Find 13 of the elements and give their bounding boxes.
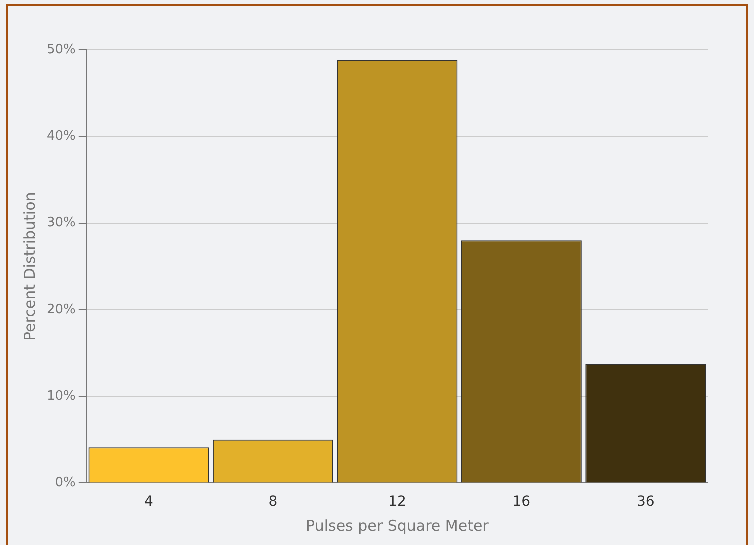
x-tick-label: 16 <box>512 494 531 510</box>
x-tick-label: 36 <box>636 494 655 510</box>
y-axis-title: Percent Distribution <box>20 192 39 341</box>
y-tick-label: 40% <box>46 129 76 144</box>
y-tick-label: 20% <box>46 302 76 318</box>
y-tick-label: 30% <box>46 216 76 231</box>
x-tick-label: 8 <box>268 494 278 510</box>
y-tick-label: 0% <box>55 476 76 491</box>
y-tick-label: 50% <box>46 42 76 58</box>
x-tick-label: 12 <box>388 494 406 510</box>
x-axis-title: Pulses per Square Meter <box>306 516 490 535</box>
y-tick-label: 10% <box>46 388 76 404</box>
x-tick-label: 4 <box>144 494 154 510</box>
